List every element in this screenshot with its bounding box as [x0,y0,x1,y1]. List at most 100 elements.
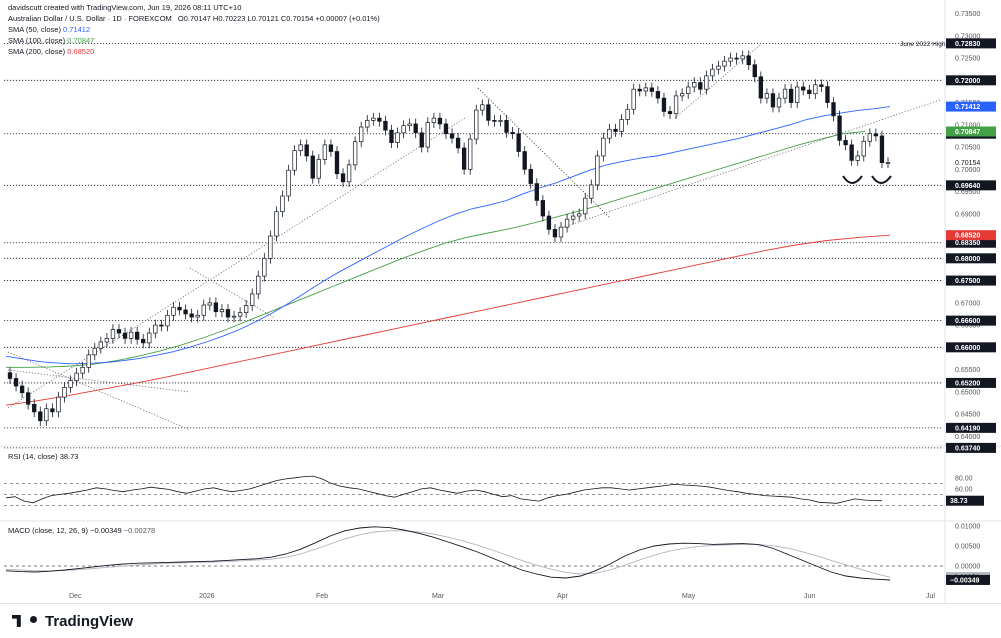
level-label-box [946,38,996,49]
candle [250,293,255,306]
level-label-box [946,377,996,388]
candle [413,123,418,134]
candle [316,159,321,179]
candle [395,132,400,143]
macd-line [5,526,891,581]
trend-line [7,369,191,393]
tradingview-mark-icon [12,615,21,627]
level-label-box [946,180,996,191]
y-tick-label: 0.73500 [955,11,980,18]
legend-macd[interactable]: MACD (close, 12, 26, 9) −0.00349 −0.0027… [8,526,155,536]
candle [74,372,79,382]
candle [540,200,546,217]
level-label-box [946,315,996,326]
candle [692,82,697,88]
rsi-value-box [946,495,984,506]
y-tick-label: 0.64500 [955,412,980,419]
last-price-label: 0.70154 [955,160,980,167]
candle [764,93,770,99]
candle [655,91,661,99]
candle [492,120,497,122]
sma200-line [5,234,891,406]
candle [401,125,406,134]
macd-signal-header-value: −0.00278 [123,526,156,535]
candle [147,332,152,344]
legend-sma50[interactable]: SMA (50, close) 0.71412 [8,25,90,35]
candle [310,155,315,179]
candle [128,331,134,339]
candle [661,97,667,112]
candle [564,218,570,228]
level-label-box [946,342,996,353]
candle [431,117,437,123]
candle [38,411,43,422]
annotation-june-2022-high: June 2022 High [900,41,946,48]
candle [340,173,346,183]
macd-tick-label: 0.01000 [955,524,980,531]
candle [740,55,745,60]
candle [788,88,794,103]
x-tick-label: May [682,593,696,600]
candle [292,150,297,171]
footer-bar: TradingView [0,603,1001,638]
y-tick-label: 0.64000 [955,434,980,441]
candle [577,213,582,217]
candle [867,133,873,142]
bottom-arrow-2 [871,175,892,184]
rsi-tick-label: 80.00 [955,475,973,482]
candle [44,408,49,422]
macd-header-value: −0.00349 [90,526,122,535]
candle [346,164,352,183]
candle [237,312,243,317]
candle [855,155,860,161]
macd-signal-line [5,530,891,578]
y-tick-label: 0.69500 [955,189,980,196]
candle [122,332,128,339]
macd-value-box-label: −0.00349 [950,577,979,584]
candle [819,84,824,87]
x-tick-label: Jun [804,593,815,600]
rsi-label: RSI (14, close) [8,452,58,461]
candle [734,57,739,60]
candle [19,385,25,394]
candle [770,93,776,108]
candle [510,132,515,135]
candle [159,324,164,327]
level-label: 0.72830 [955,41,980,48]
candle [280,195,285,212]
candle [746,55,751,66]
level-label: 0.66000 [955,345,980,352]
y-tick-label: 0.70500 [955,145,980,152]
candle [32,403,37,413]
candle [873,133,879,137]
sma200-label: SMA (200, close) [8,47,66,56]
symbol-name[interactable]: Australian Dollar / U.S. Dollar · 1D · F… [8,14,172,23]
legend-sma200[interactable]: SMA (200, close) 0.68520 [8,47,94,57]
candle [498,120,503,122]
candle [455,137,461,149]
candle [595,155,600,186]
macd-label: MACD (close, 12, 26, 9) [8,526,89,535]
candle [504,120,509,133]
candle [776,97,782,108]
sma100-label: SMA (100, close) [8,36,66,45]
candle [752,64,757,78]
candle [116,329,122,334]
price-chart[interactable]: 0.735000.730000.725000.720000.715000.710… [0,0,1001,604]
y-tick-label: 0.70000 [955,167,980,174]
level-label-box [946,422,996,433]
tradingview-logo[interactable]: TradingView [12,613,133,630]
y-tick-label: 0.65500 [955,367,980,374]
candle [7,372,13,379]
candle [322,144,328,160]
candle [813,84,818,95]
sma50-value: 0.71412 [63,25,91,34]
legend-rsi[interactable]: RSI (14, close) 38.73 [8,452,78,462]
candle [570,215,576,220]
candle [268,235,273,259]
legend-sma100[interactable]: SMA (100, close) 0.70847 [8,36,94,46]
candle [679,93,685,97]
candle [849,144,854,161]
candle [552,229,558,238]
candle [219,309,225,313]
